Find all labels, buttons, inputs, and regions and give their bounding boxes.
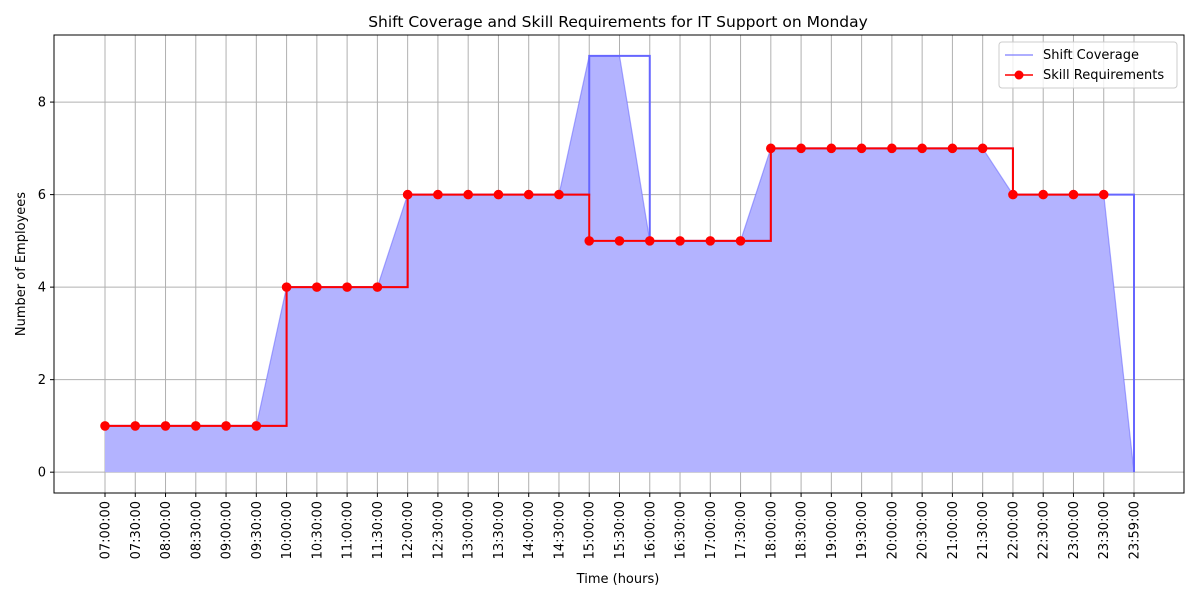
x-tick-label: 10:00:00 [280, 501, 295, 559]
x-tick-label: 19:30:00 [855, 501, 870, 559]
x-tick-label: 20:00:00 [885, 501, 900, 559]
x-tick-label: 18:00:00 [764, 501, 779, 559]
legend-box [998, 41, 1178, 89]
skill-requirement-point [1008, 189, 1018, 200]
x-axis-ticks: 07:00:00 07:30:00 08:00:00 08:30:00 09:00:00… [99, 493, 1143, 559]
x-tick-label: 09:30:00 [250, 501, 265, 559]
skill-requirement-point [433, 189, 443, 200]
x-tick-label: 20:30:00 [916, 501, 931, 559]
x-tick-label: 22:30:00 [1037, 501, 1052, 559]
legend-skill-requirements-marker [1014, 70, 1024, 80]
x-tick-label: 23:30:00 [1097, 501, 1112, 559]
legend-skill-requirements-label: Skill Requirements [1043, 68, 1164, 83]
legend-shift-coverage-label: Shift Coverage [1043, 48, 1139, 63]
shift-coverage-fill [105, 55, 1134, 473]
skill-requirement-point [100, 421, 110, 431]
skill-requirement-point [887, 143, 897, 154]
x-tick-label: 12:00:00 [401, 501, 416, 559]
x-tick-label: 15:00:00 [583, 501, 598, 559]
skill-requirement-point [947, 143, 958, 154]
skill-requirement-point [190, 421, 201, 431]
y-axis-title: Number of Employees [14, 192, 29, 336]
x-tick-label: 21:00:00 [946, 501, 961, 559]
x-tick-label: 16:30:00 [674, 501, 689, 559]
skill-requirement-point [554, 189, 564, 200]
skill-requirement-point [342, 282, 352, 292]
x-tick-label: 23:00:00 [1067, 501, 1082, 559]
skill-requirement-point [584, 236, 595, 246]
skill-requirement-point [614, 236, 625, 246]
x-tick-label: 13:30:00 [492, 501, 507, 559]
x-tick-label: 09:00:00 [220, 501, 235, 559]
skill-requirement-point [1098, 189, 1109, 200]
skill-requirement-point [977, 143, 988, 154]
skill-requirement-point [221, 421, 231, 431]
y-tick-label: 2 [38, 373, 46, 388]
y-tick-label: 6 [38, 188, 46, 203]
skill-requirement-point [675, 236, 685, 246]
x-tick-label: 07:00:00 [99, 501, 114, 559]
x-tick-label: 11:00:00 [341, 501, 356, 559]
skill-requirement-point [402, 189, 413, 200]
shift-coverage-area [105, 55, 1135, 473]
y-tick-label: 0 [38, 466, 46, 481]
x-tick-label: 07:30:00 [129, 501, 144, 559]
x-tick-label: 23:59:00 [1128, 501, 1143, 559]
skill-requirement-point [856, 143, 867, 154]
x-tick-label: 14:30:00 [552, 501, 567, 559]
skill-requirement-point [372, 282, 383, 292]
legend: Shift Coverage Skill Requirements [998, 41, 1178, 89]
x-tick-label: 19:00:00 [825, 501, 840, 559]
x-tick-label: 18:30:00 [795, 501, 810, 559]
x-axis-title: Time (hours) [576, 572, 660, 587]
skill-requirement-point [312, 282, 322, 292]
x-tick-label: 11:30:00 [371, 501, 386, 559]
x-tick-label: 13:00:00 [462, 501, 477, 559]
x-tick-label: 17:30:00 [734, 501, 749, 559]
x-tick-label: 22:00:00 [1006, 501, 1021, 559]
x-tick-label: 08:00:00 [159, 501, 174, 559]
skill-requirement-point [523, 189, 534, 200]
chart-title: Shift Coverage and Skill Requirements fo… [368, 13, 868, 31]
skill-requirement-point [826, 143, 837, 154]
skill-requirement-point [796, 143, 806, 154]
y-axis-ticks: 0 2 4 6 8 [38, 96, 54, 481]
x-tick-label: 14:00:00 [522, 501, 537, 559]
x-tick-label: 12:30:00 [431, 501, 446, 559]
skill-requirement-point [766, 143, 776, 154]
skill-requirement-point [1038, 189, 1049, 200]
skill-requirement-point [160, 421, 171, 431]
skill-requirement-markers [100, 143, 1109, 431]
skill-requirement-point [281, 282, 292, 292]
x-tick-label: 21:30:00 [976, 501, 991, 559]
skill-requirement-point [130, 421, 141, 431]
skill-requirement-point [251, 421, 262, 431]
skill-requirement-point [644, 236, 655, 246]
y-tick-label: 8 [38, 96, 46, 111]
skill-requirement-point [705, 236, 716, 246]
x-tick-label: 10:30:00 [310, 501, 325, 559]
skill-requirement-point [917, 143, 927, 154]
skill-requirement-point [1068, 189, 1079, 200]
x-tick-label: 08:30:00 [189, 501, 204, 559]
y-tick-label: 4 [38, 281, 46, 296]
x-tick-label: 17:00:00 [704, 501, 719, 559]
skill-requirement-point [463, 189, 473, 200]
x-tick-label: 16:00:00 [643, 501, 658, 559]
skill-requirement-point [735, 236, 746, 246]
skill-requirement-point [493, 189, 504, 200]
x-tick-label: 15:30:00 [613, 501, 628, 559]
